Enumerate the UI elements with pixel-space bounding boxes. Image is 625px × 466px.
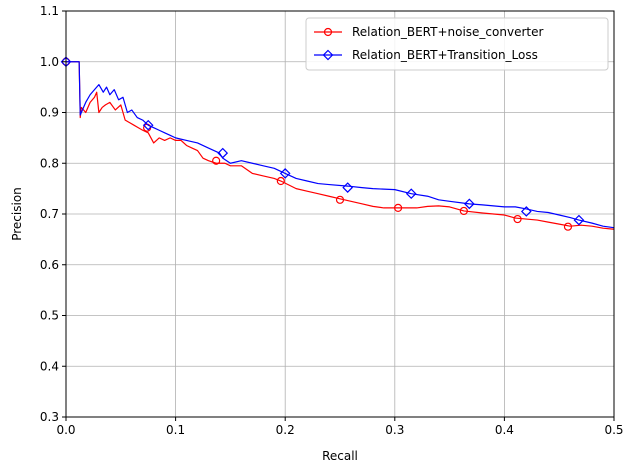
data-point-marker [513, 214, 522, 224]
y-tick-label: 0.8 [40, 156, 59, 170]
legend-item: Relation_BERT+Transition_Loss [314, 48, 538, 62]
series-layer [60, 56, 615, 231]
y-tick-label: 0.4 [40, 359, 59, 373]
y-tick-label: 0.9 [40, 106, 59, 120]
x-tick-label: 0.4 [495, 423, 514, 437]
ticks: 0.0 0.1 0.2 0.3 0.4 0.5 0.3 0.4 0.5 0.6 0.7 0.8 0.9 1… [40, 4, 624, 437]
legend-box [305, 17, 609, 71]
y-axis-label: Precision [10, 187, 24, 241]
data-point-marker [342, 182, 354, 193]
legend: Relation_BERT+noise_converter Relation_BE… [305, 17, 609, 71]
legend-label: Relation_BERT+noise_converter [352, 25, 543, 39]
x-tick-label: 0.2 [276, 423, 295, 437]
data-point-marker [459, 206, 468, 216]
legend-label: Relation_BERT+Transition_Loss [352, 48, 538, 62]
data-point-marker [563, 222, 573, 231]
data-point-marker [520, 206, 532, 217]
data-point-marker [405, 188, 417, 200]
series-line [66, 61, 615, 229]
data-point-marker [142, 119, 154, 131]
data-point-marker [335, 195, 345, 204]
y-tick-label: 0.3 [40, 410, 59, 424]
x-axis-label: Recall [322, 449, 358, 463]
y-tick-label: 0.5 [40, 309, 59, 323]
series-1 [61, 57, 615, 231]
data-point-marker [217, 147, 229, 159]
legend-marker [322, 49, 334, 61]
x-tick-label: 0.1 [166, 423, 185, 437]
data-point-marker [279, 168, 291, 179]
data-point-marker [276, 176, 285, 186]
series-line [66, 61, 615, 230]
y-tick-label: 0.6 [40, 258, 59, 272]
x-tick-label: 0.0 [56, 423, 75, 437]
data-point-marker [463, 198, 475, 210]
y-tick-label: 1.1 [40, 4, 59, 18]
legend-marker [323, 27, 333, 37]
y-tick-label: 0.7 [40, 207, 59, 221]
legend-item: Relation_BERT+noise_converter [314, 25, 543, 39]
data-point-marker [573, 214, 585, 226]
data-point-marker [393, 203, 403, 213]
data-point-marker [212, 156, 221, 165]
y-tick-label: 1.0 [40, 55, 59, 69]
x-tick-label: 0.5 [604, 423, 623, 437]
x-tick-label: 0.3 [385, 423, 404, 437]
